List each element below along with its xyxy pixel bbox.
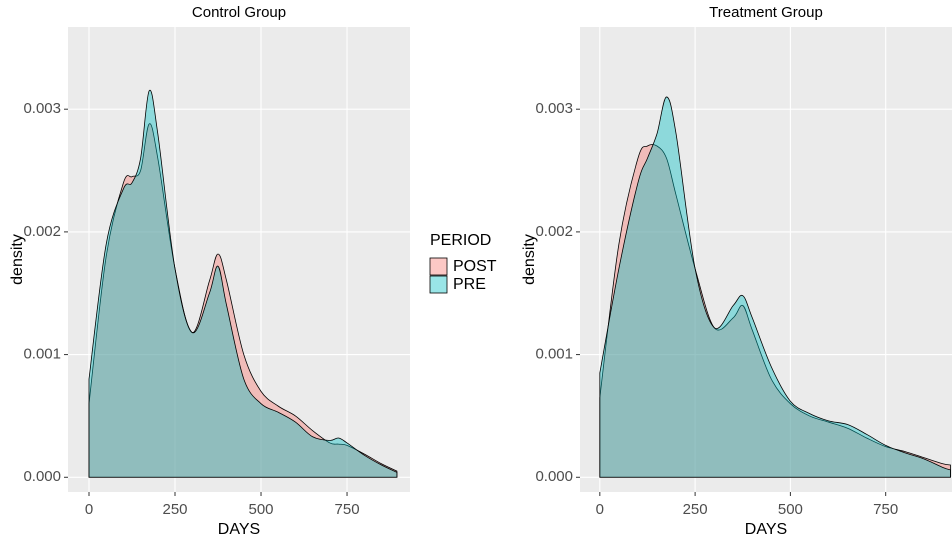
panel: Treatment Group DAYS density 0 250 500 750 0.00… [521, 4, 952, 538]
plot-background [580, 27, 952, 492]
density-area [599, 96, 951, 478]
x-tick-label: 500 [249, 501, 274, 518]
y-tick-label: 0.001 [535, 346, 573, 363]
y-tick-label: 0.001 [23, 346, 61, 363]
y-axis-label: density [9, 234, 26, 285]
legend-key [429, 275, 448, 294]
chart-title: Control Group [192, 4, 286, 21]
legend-label: POST [453, 258, 497, 275]
y-tick-label: 0.003 [535, 100, 573, 117]
y-axis-label: density [521, 234, 538, 285]
x-axis-label: DAYS [745, 521, 787, 538]
y-tick-label: 0.002 [23, 223, 61, 240]
x-tick-label: 0 [85, 501, 93, 518]
x-tick-label: 250 [683, 501, 708, 518]
x-tick-label: 250 [162, 501, 187, 518]
x-tick-label: 500 [778, 501, 803, 518]
y-tick-label: 0.002 [535, 223, 573, 240]
y-tick-label: 0.000 [23, 468, 61, 485]
x-tick-label: 0 [596, 501, 604, 518]
density-area [88, 89, 398, 478]
legend-title: PERIOD [430, 232, 491, 249]
y-tick-label: 0.003 [23, 100, 61, 117]
legend-label: PRE [453, 276, 486, 293]
y-tick-label: 0.000 [535, 468, 573, 485]
density-area [88, 123, 398, 478]
legend-key [429, 257, 448, 276]
x-tick-label: 750 [335, 501, 360, 518]
plot-background [68, 27, 410, 492]
panel: Control Group DAYS density 0 250 500 750 0.000 0… [9, 4, 410, 538]
x-axis-label: DAYS [218, 521, 260, 538]
chart-title: Treatment Group [709, 4, 823, 21]
x-tick-label: 750 [873, 501, 898, 518]
